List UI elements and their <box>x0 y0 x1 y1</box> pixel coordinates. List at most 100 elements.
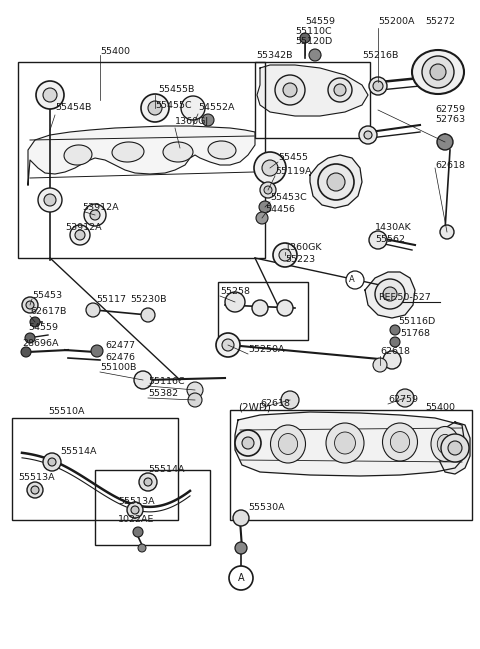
Circle shape <box>188 393 202 407</box>
Text: 55455B: 55455B <box>158 86 194 95</box>
Polygon shape <box>440 422 470 474</box>
Ellipse shape <box>163 142 193 162</box>
Text: (2WD): (2WD) <box>238 403 271 413</box>
Text: 55100B: 55100B <box>100 363 136 373</box>
Circle shape <box>279 249 291 261</box>
Ellipse shape <box>271 425 305 463</box>
Circle shape <box>390 325 400 335</box>
Ellipse shape <box>437 434 453 454</box>
Text: 55455: 55455 <box>278 154 308 162</box>
Circle shape <box>84 204 106 226</box>
Circle shape <box>48 458 56 466</box>
Text: 28696A: 28696A <box>22 339 59 347</box>
Circle shape <box>225 292 245 312</box>
Text: 62759: 62759 <box>435 106 465 114</box>
Circle shape <box>281 391 299 409</box>
Circle shape <box>440 225 454 239</box>
Circle shape <box>242 437 254 449</box>
Text: A: A <box>349 275 355 284</box>
Circle shape <box>44 194 56 206</box>
Bar <box>218 282 308 340</box>
Circle shape <box>300 33 310 43</box>
Circle shape <box>359 126 377 144</box>
Circle shape <box>275 75 305 105</box>
Text: 62759: 62759 <box>388 395 418 404</box>
Ellipse shape <box>412 50 464 94</box>
Circle shape <box>441 434 469 462</box>
Text: 62618: 62618 <box>260 400 290 408</box>
Text: 55200A: 55200A <box>378 18 415 27</box>
Text: 53912A: 53912A <box>82 204 119 212</box>
Circle shape <box>38 188 62 212</box>
Text: 55510A: 55510A <box>48 408 84 417</box>
Circle shape <box>86 303 100 317</box>
Text: 62476: 62476 <box>105 352 135 361</box>
Ellipse shape <box>383 423 418 461</box>
Circle shape <box>75 230 85 240</box>
Circle shape <box>327 173 345 191</box>
Circle shape <box>390 337 400 347</box>
Circle shape <box>252 300 268 316</box>
Text: 55230B: 55230B <box>130 295 167 304</box>
Circle shape <box>30 317 40 327</box>
Polygon shape <box>365 272 415 318</box>
Text: 55117: 55117 <box>96 295 126 304</box>
Ellipse shape <box>431 426 459 461</box>
Text: REF.50-527: REF.50-527 <box>378 293 431 302</box>
Circle shape <box>383 351 401 369</box>
Circle shape <box>369 77 387 95</box>
Circle shape <box>396 389 414 407</box>
Circle shape <box>21 347 31 357</box>
Circle shape <box>277 300 293 316</box>
Circle shape <box>216 333 240 357</box>
Circle shape <box>383 287 397 301</box>
Circle shape <box>259 201 271 213</box>
Text: 55119A: 55119A <box>275 167 312 177</box>
Ellipse shape <box>208 141 236 159</box>
Text: 62477: 62477 <box>105 341 135 350</box>
Circle shape <box>448 441 462 455</box>
Circle shape <box>25 333 35 343</box>
Circle shape <box>91 345 103 357</box>
Text: 55513A: 55513A <box>118 498 155 506</box>
Circle shape <box>202 114 214 126</box>
Circle shape <box>43 88 57 102</box>
Text: 53912A: 53912A <box>65 223 102 232</box>
Circle shape <box>437 134 453 150</box>
Text: 55513A: 55513A <box>18 474 55 482</box>
Circle shape <box>334 84 346 96</box>
Circle shape <box>139 473 157 491</box>
Text: 62618: 62618 <box>435 160 465 169</box>
Circle shape <box>127 502 143 518</box>
Text: 55400: 55400 <box>100 47 130 56</box>
Circle shape <box>283 83 297 97</box>
Bar <box>230 410 472 520</box>
Text: 1360GK: 1360GK <box>285 243 323 252</box>
Circle shape <box>133 527 143 537</box>
Circle shape <box>134 371 152 389</box>
Ellipse shape <box>64 145 92 165</box>
Circle shape <box>141 308 155 322</box>
Text: 54552A: 54552A <box>198 103 235 112</box>
Circle shape <box>22 297 38 313</box>
Circle shape <box>364 131 372 139</box>
Circle shape <box>375 279 405 309</box>
Polygon shape <box>257 65 368 116</box>
Circle shape <box>144 478 152 486</box>
Text: A: A <box>238 573 244 583</box>
Circle shape <box>273 243 297 267</box>
Text: 51768: 51768 <box>400 330 430 339</box>
Circle shape <box>141 94 169 122</box>
Text: 55250A: 55250A <box>248 345 285 354</box>
Circle shape <box>43 453 61 471</box>
Text: 1360GJ: 1360GJ <box>175 117 209 127</box>
Text: 55455C: 55455C <box>155 101 192 110</box>
Circle shape <box>233 510 249 526</box>
Text: 55216B: 55216B <box>362 51 398 60</box>
Text: 55562: 55562 <box>375 236 405 245</box>
Text: 55116D: 55116D <box>398 317 435 326</box>
Circle shape <box>90 210 100 220</box>
Circle shape <box>256 212 268 224</box>
Text: 55514A: 55514A <box>148 465 184 474</box>
Circle shape <box>254 152 286 184</box>
